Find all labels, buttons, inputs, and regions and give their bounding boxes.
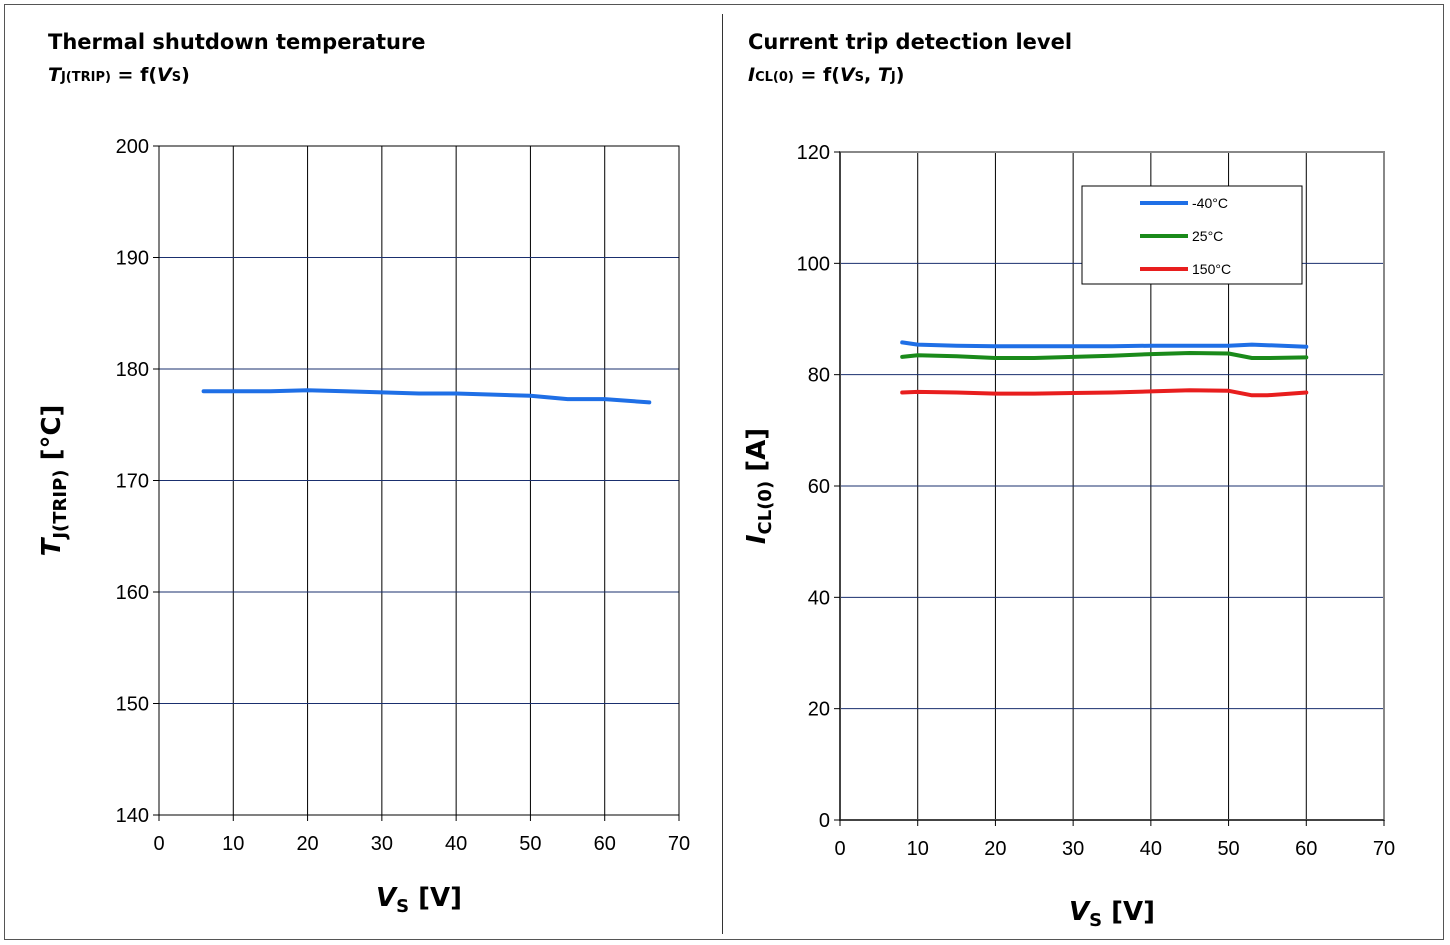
- legend-label: 150°C: [1192, 261, 1231, 277]
- y-axis-label: TJ(TRIP) [°C]: [37, 405, 71, 557]
- y-tick-label: 40: [808, 587, 830, 609]
- x-axis-label-symbol: V: [376, 883, 398, 913]
- series-line-40c: [900, 340, 1309, 349]
- x-axis-label-unit: [V]: [1102, 897, 1155, 927]
- x-tick-label: 60: [594, 833, 616, 855]
- x-tick-label: 60: [1295, 838, 1317, 860]
- x-tick-label: 50: [519, 833, 541, 855]
- x-axis-label: VS [V]: [376, 883, 462, 917]
- y-tick-label: 200: [116, 136, 149, 158]
- x-tick-label: 30: [371, 833, 393, 855]
- x-tick-label: 10: [907, 838, 929, 860]
- y-tick-label: 20: [808, 699, 830, 721]
- x-tick-label: 10: [222, 833, 244, 855]
- figure-frame: [4, 4, 1444, 940]
- y-tick-label: 170: [116, 471, 149, 493]
- x-tick-label: 70: [1373, 838, 1395, 860]
- y-tick-label: 150: [116, 694, 149, 716]
- legend-label: 25°C: [1192, 228, 1223, 244]
- x-tick-label: 20: [984, 838, 1006, 860]
- chart-title: Thermal shutdown temperature: [48, 30, 426, 54]
- chart-1: 0 10 20 30 40 50 60 70 140 150 160 170 180 190 200 VS […: [37, 136, 690, 917]
- x-tick-label: 0: [834, 838, 845, 860]
- series-line-150c: [900, 388, 1309, 398]
- y-tick-label: 80: [808, 365, 830, 387]
- x-tick-label: 40: [445, 833, 467, 855]
- legend-box: [1081, 185, 1303, 285]
- x-axis-label-subscript: S: [1089, 910, 1102, 931]
- chart-subtitle: ICL(0) = f(VS, TJ): [748, 64, 905, 86]
- y-axis-label-symbol: T: [37, 536, 67, 556]
- chart-subtitle: TJ(TRIP) = f(VS): [48, 64, 190, 86]
- x-axis-label-symbol: V: [1069, 897, 1091, 927]
- panel-divider: [722, 14, 723, 934]
- x-tick-label: 50: [1217, 838, 1239, 860]
- series-line-25c: [900, 351, 1309, 360]
- y-tick-label: 180: [116, 359, 149, 381]
- y-tick-label: 190: [116, 248, 149, 270]
- x-tick-label: 0: [153, 833, 164, 855]
- x-tick-label: 40: [1140, 838, 1162, 860]
- series-line-1: [201, 388, 652, 405]
- y-tick-label: 160: [116, 582, 149, 604]
- y-axis-label-subscript: J(TRIP): [50, 469, 71, 540]
- x-axis-label: VS [V]: [1069, 897, 1155, 931]
- legend-label: -40°C: [1192, 195, 1228, 211]
- x-axis-label-subscript: S: [396, 896, 409, 917]
- chart-2: 0 10 20 30 40 50 60 70 0 20 40 60 80 100 120 VS [V] ICL(…: [742, 142, 1395, 931]
- chart-title: Current trip detection level: [748, 30, 1073, 54]
- y-axis-label-unit: [A]: [742, 428, 772, 481]
- y-axis-label-unit: [°C]: [37, 405, 67, 470]
- x-tick-label: 70: [668, 833, 690, 855]
- y-tick-label: 0: [819, 810, 830, 832]
- y-tick-label: 140: [116, 805, 149, 827]
- y-tick-label: 120: [797, 142, 830, 164]
- x-tick-label: 20: [296, 833, 318, 855]
- legend: -40°C 25°C 150°C: [1081, 185, 1303, 285]
- y-tick-label: 60: [808, 476, 830, 498]
- y-axis-label-subscript: CL(0): [755, 481, 776, 535]
- y-tick-label: 100: [797, 253, 830, 275]
- y-axis-label-symbol: I: [742, 534, 772, 544]
- x-tick-label: 30: [1062, 838, 1084, 860]
- y-axis-label: ICL(0) [A]: [742, 428, 776, 544]
- x-axis-label-unit: [V]: [409, 883, 462, 913]
